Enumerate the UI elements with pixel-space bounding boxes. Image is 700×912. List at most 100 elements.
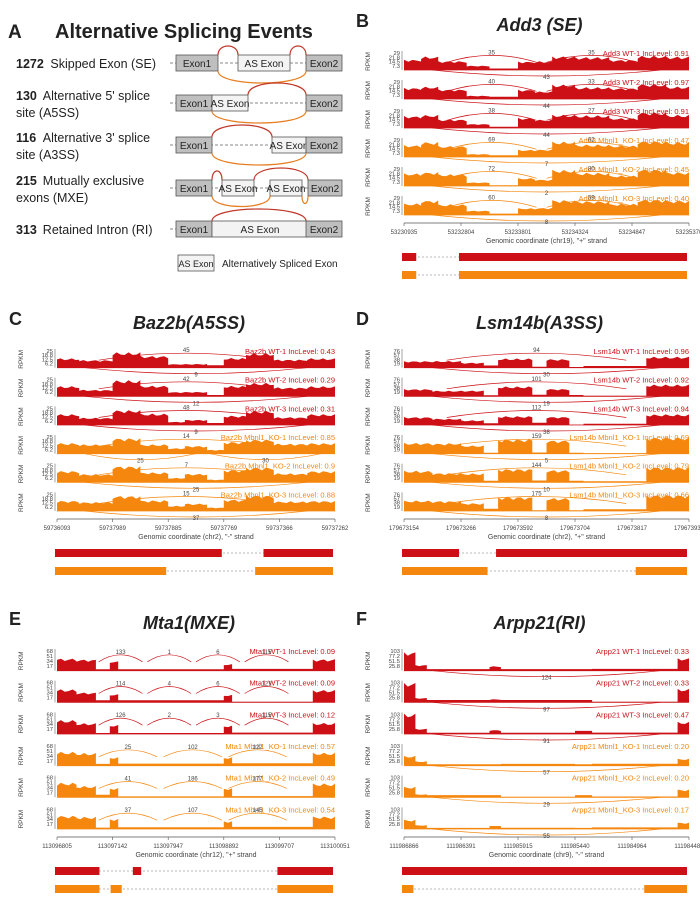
y-tick-label: 14.5 (389, 118, 400, 124)
y-tick-label: 34 (47, 754, 54, 760)
x-tick-label: 53233801 (505, 230, 532, 236)
panel-title: Mta1(MXE) (143, 613, 235, 633)
gene-model-exon (55, 567, 167, 575)
coverage-area (404, 437, 689, 454)
y-tick-label: 12.5 (42, 472, 53, 478)
x-tick-label: 179673817 (617, 526, 648, 532)
y-tick-label: 34 (47, 786, 54, 792)
junction-arc (244, 686, 289, 694)
y-tick-label: 21.8 (389, 171, 400, 177)
y-tick-label: 77.2 (389, 686, 400, 692)
junction-count: 42 (183, 377, 190, 383)
gene-model-exon (459, 253, 687, 261)
junction-arc (432, 424, 661, 432)
exon2-box-label: Exon2 (310, 141, 339, 152)
x-axis-label: Genomic coordinate (chr2), "+" strand (488, 534, 605, 541)
event-name: Skipped Exon (SE) (50, 57, 156, 71)
sample-label: Arpp21 WT-1 IncLevel: 0.33 (596, 647, 689, 656)
junction-count: 57 (543, 771, 550, 777)
junction-count: 9 (194, 373, 198, 379)
y-tick-label: 18.8 (42, 382, 53, 388)
y-tick-label: 51 (47, 812, 53, 818)
junction-arc (147, 717, 192, 726)
y-tick-label: 21.8 (389, 55, 400, 61)
exon1-box-label: Exon1 (183, 59, 212, 70)
y-axis-label: RPKM (18, 715, 25, 734)
sample-label: Lsm14b WT-1 IncLevel: 0.96 (594, 347, 689, 356)
gene-model-exon (496, 549, 687, 557)
junction-count: 6 (216, 650, 220, 656)
gene-model-exon (132, 867, 142, 875)
y-tick-label: 103 (390, 807, 400, 813)
junction-count: 35 (588, 50, 595, 56)
y-axis-label: RPKM (18, 436, 25, 455)
y-tick-label: 7.3 (392, 93, 400, 99)
event-count: 1272 (16, 57, 44, 71)
y-tick-label: 19 (394, 476, 400, 482)
junction-count: 48 (183, 406, 190, 412)
y-tick-label: 77.2 (389, 654, 400, 660)
y-tick-label: 19 (394, 448, 400, 454)
gene-model-exon (402, 549, 459, 557)
junction-arc (432, 481, 661, 489)
y-tick-label: 51.5 (389, 691, 400, 697)
y-tick-label: 68 (47, 681, 53, 687)
y-tick-label: 34 (47, 691, 54, 697)
gene-model-exon (263, 549, 333, 557)
junction-arc (446, 200, 537, 208)
junction-arc (211, 110, 307, 124)
y-tick-label: 17 (47, 664, 53, 670)
y-tick-label: 38 (394, 386, 400, 392)
panel-title: Baz2b(A5SS) (133, 313, 245, 333)
gene-model-exon (402, 567, 488, 575)
y-tick-label: 17 (47, 695, 53, 701)
junction-arc (432, 701, 661, 709)
legend-as-exon-box (177, 254, 215, 272)
y-tick-label: 68 (47, 776, 53, 782)
sample-label: Lsm14b Mbnl1_KO-3 IncLevel: 0.66 (569, 490, 689, 499)
y-tick-label: 76 (394, 435, 400, 441)
y-tick-label: 29 (394, 138, 400, 144)
x-tick-label: 113098892 (209, 844, 239, 850)
y-tick-label: 57 (394, 411, 400, 417)
junction-arc (228, 812, 287, 821)
y-tick-label: 57 (394, 468, 400, 474)
junction-arc (228, 781, 287, 789)
junction-arc (247, 82, 307, 96)
y-tick-label: 51.5 (389, 754, 400, 760)
sample-label: Lsm14b WT-3 IncLevel: 0.94 (594, 404, 689, 413)
sample-label: Baz2b Mbnl1_KO-2 IncLevel: 0.9 (225, 462, 335, 471)
junction-arc (432, 69, 661, 77)
as-exon-box-label: AS Exon (219, 184, 258, 195)
junction-arc (432, 214, 661, 222)
y-tick-label: 19 (394, 419, 400, 425)
junction-arc (163, 781, 223, 789)
junction-arc (84, 510, 308, 518)
junction-arc (301, 195, 309, 205)
panel-a-letter: A (8, 22, 22, 43)
coverage-area (57, 751, 335, 766)
event-row: 215 Mutually exclusive exons (MXE) Exon1 AS… (16, 167, 343, 208)
x-tick-label: 53232804 (448, 230, 475, 236)
y-axis-label: RPKM (18, 746, 25, 765)
y-tick-label: 12.5 (42, 357, 53, 363)
junction-count: 115 (262, 713, 272, 719)
as-exon-box-label: AS Exon (270, 141, 309, 152)
coverage-area (57, 658, 335, 671)
y-axis-label: RPKM (18, 465, 25, 484)
gene-model-exon (402, 253, 417, 261)
coverage-area (57, 689, 335, 703)
exon1-box-label: Exon1 (180, 225, 209, 236)
junction-count: 9 (194, 430, 198, 436)
gene-model-exon (277, 885, 333, 893)
junction-count: 25 (125, 745, 132, 751)
legend-text: Alternatively Spliced Exon (222, 259, 338, 270)
y-tick-label: 14.5 (389, 205, 400, 211)
